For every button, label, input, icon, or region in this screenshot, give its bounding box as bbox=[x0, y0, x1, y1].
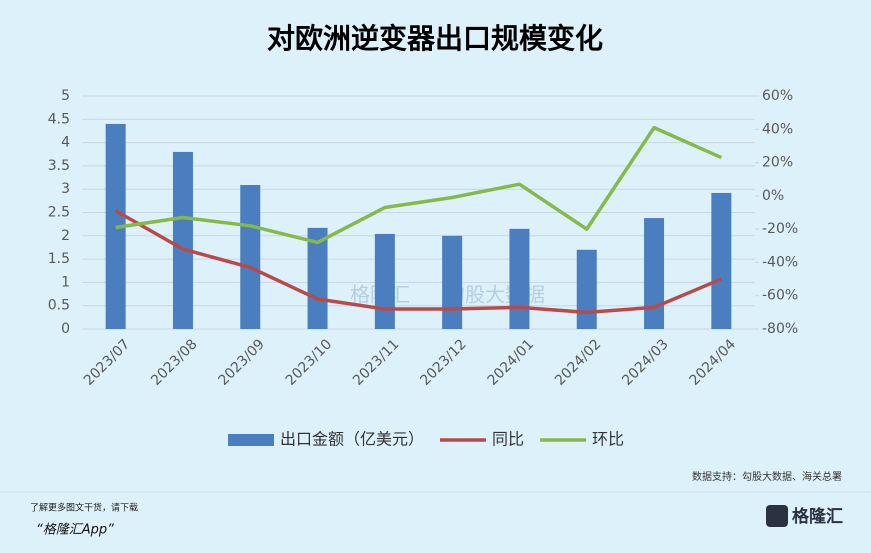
y-tick-label: 1.5 bbox=[48, 251, 70, 267]
line bbox=[114, 209, 723, 315]
y-tick-label: 4.5 bbox=[48, 111, 70, 127]
bar bbox=[442, 235, 463, 329]
y2-tick-label: 40% bbox=[762, 121, 793, 137]
y2-tick-label: -80% bbox=[762, 321, 798, 337]
bar bbox=[172, 151, 193, 329]
y-tick-label: 5 bbox=[61, 88, 70, 104]
bar bbox=[711, 192, 732, 329]
y-tick-label: 3 bbox=[61, 181, 70, 197]
legend-label: 同比 bbox=[492, 430, 524, 449]
y-tick-label: 0.5 bbox=[48, 298, 70, 314]
y-tick-label: 2.5 bbox=[48, 205, 70, 221]
legend-label: 出口金额（亿美元） bbox=[280, 430, 424, 449]
y2-tick-label: -40% bbox=[762, 254, 798, 270]
bar bbox=[644, 218, 665, 329]
y-tick-label: 3.5 bbox=[48, 158, 70, 174]
logo-icon bbox=[766, 505, 788, 527]
bar bbox=[576, 249, 597, 329]
y-tick-label: 2 bbox=[61, 228, 70, 244]
y-tick-label: 4 bbox=[61, 135, 70, 151]
source: 数据支持：勾股大数据、海关总署 bbox=[692, 470, 842, 483]
footer-app: “格隆汇App” bbox=[36, 523, 114, 538]
footer-prompt: 了解更多图文干货，请下载 bbox=[30, 502, 138, 514]
y2-tick-label: 0% bbox=[762, 188, 784, 204]
chart-title: 对欧洲逆变器出口规模变化 bbox=[267, 22, 603, 55]
y2-tick-label: 20% bbox=[762, 155, 793, 171]
bar bbox=[240, 185, 261, 329]
bar bbox=[509, 228, 530, 329]
bar bbox=[374, 233, 395, 329]
y2-tick-label: -60% bbox=[762, 288, 798, 304]
legend-swatch bbox=[228, 434, 274, 446]
logo-text: 格隆汇 bbox=[792, 506, 843, 527]
y2-tick-label: 60% bbox=[762, 88, 793, 104]
legend-label: 环比 bbox=[592, 430, 624, 449]
y-tick-label: 0 bbox=[61, 321, 70, 337]
bar bbox=[307, 227, 328, 329]
line bbox=[115, 125, 723, 245]
y-tick-label: 1 bbox=[61, 274, 70, 290]
y2-tick-label: -20% bbox=[762, 221, 798, 237]
